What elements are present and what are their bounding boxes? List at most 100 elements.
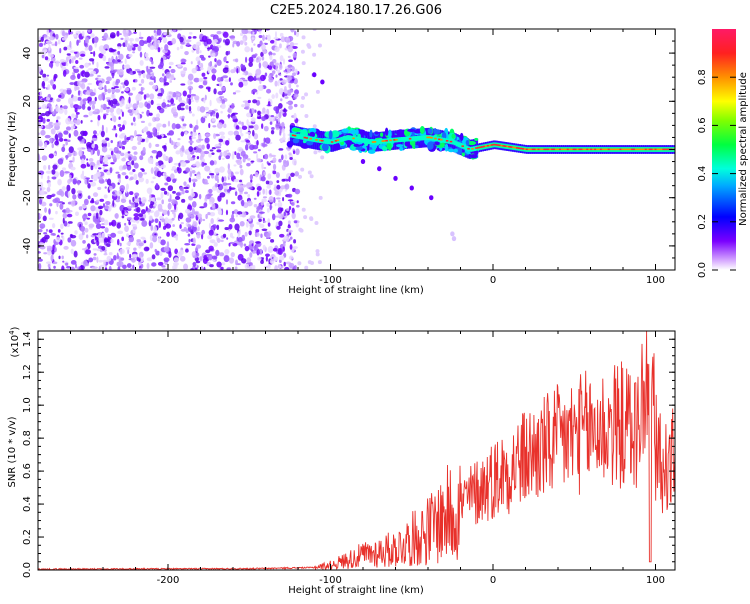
signal-peak-cell — [309, 137, 312, 140]
noise-cell — [187, 73, 194, 81]
noise-cell — [132, 70, 137, 75]
signal-core-cell — [387, 138, 391, 144]
noise-cell — [42, 165, 47, 170]
noise-cell — [86, 234, 89, 239]
noise-cell — [128, 199, 132, 204]
noise-cell — [182, 123, 187, 127]
signal-core-cell — [397, 137, 401, 143]
noise-cell — [122, 120, 127, 126]
noise-cell — [66, 265, 71, 269]
noise-cell — [109, 107, 114, 114]
noise-cell — [149, 45, 155, 50]
signal-peak-cell — [603, 148, 607, 151]
spectrogram-x-label: Height of straight line (km) — [288, 285, 424, 296]
noise-cell — [196, 50, 200, 54]
y-tick-label: 0 — [22, 146, 33, 152]
signal-peak-cell — [373, 141, 377, 143]
noise-cell — [106, 243, 111, 247]
noise-cell — [187, 214, 194, 217]
signal-core-cell — [377, 139, 381, 145]
noise-cell — [191, 169, 196, 174]
noise-cell — [102, 55, 107, 62]
noise-cell — [66, 87, 72, 90]
noise-cell — [279, 32, 284, 37]
noise-cell — [210, 217, 214, 225]
signal-blob — [317, 132, 325, 136]
noise-cell — [55, 119, 59, 123]
noise-cell — [224, 226, 230, 231]
noise-cell — [138, 83, 142, 86]
signal-core-cell — [326, 139, 330, 145]
noise-cell — [222, 157, 225, 160]
signal-peak-cell — [658, 148, 661, 151]
noise-cell — [203, 97, 206, 104]
noise-cell — [241, 258, 247, 264]
noise-cell — [223, 39, 226, 43]
noise-cell — [176, 104, 182, 111]
noise-cell — [175, 235, 179, 241]
noise-cell — [111, 191, 115, 195]
noise-cell — [110, 93, 116, 100]
noise-cell — [217, 195, 222, 202]
signal-peak-cell — [572, 148, 576, 151]
noise-cell — [84, 62, 90, 68]
noise-cell — [198, 84, 204, 89]
noise-cell — [85, 249, 91, 255]
noise-cell — [304, 114, 309, 119]
noise-cell — [301, 61, 306, 66]
colorbar-ticks: 0.00.20.40.60.8 — [697, 69, 736, 278]
noise-cell — [78, 149, 83, 157]
noise-cell — [172, 178, 177, 184]
snr-y-multiplier: (x104) — [8, 326, 21, 357]
signal-blob — [426, 141, 434, 150]
signal-blob — [433, 127, 437, 135]
noise-cell — [287, 193, 293, 198]
noise-cell — [87, 82, 93, 86]
noise-cell — [133, 216, 140, 221]
noise-cell — [56, 98, 61, 103]
noise-cell — [245, 131, 251, 135]
signal-peak-cell — [664, 148, 667, 151]
noise-cell — [292, 150, 296, 155]
signal-core-cell — [338, 137, 342, 143]
noise-cell — [52, 261, 58, 265]
noise-cell — [156, 135, 162, 139]
signal-peak-cell — [660, 148, 663, 151]
noise-cell — [138, 213, 144, 217]
signal-core-cell — [451, 139, 455, 145]
noise-cell — [149, 193, 152, 201]
noise-cell — [124, 36, 130, 42]
noise-cell — [289, 244, 293, 250]
noise-cell — [85, 91, 91, 95]
signal-peak-cell — [636, 148, 640, 151]
noise-cell — [250, 160, 255, 163]
noise-cell — [256, 158, 262, 163]
noise-cell — [184, 208, 191, 214]
signal-core-cell — [420, 135, 424, 141]
signal-peak-cell — [656, 148, 659, 151]
signal-core-cell — [323, 138, 327, 144]
signal-peak-cell — [666, 148, 669, 151]
noise-cell — [283, 235, 290, 242]
noise-cell — [275, 64, 278, 72]
noise-cell — [287, 91, 292, 96]
noise-cell — [176, 166, 180, 171]
noise-cell — [69, 160, 73, 163]
noise-cell — [118, 53, 124, 60]
noise-cell — [92, 248, 98, 251]
noise-cell — [173, 211, 176, 219]
noise-cell — [40, 201, 47, 207]
noise-cell — [122, 264, 127, 270]
noise-cell — [57, 39, 61, 45]
signal-core-cell — [369, 139, 373, 145]
noise-cell — [65, 207, 70, 214]
noise-cell — [271, 70, 276, 75]
noise-cell — [120, 91, 124, 94]
noise-cell — [187, 233, 191, 237]
noise-cell — [269, 39, 275, 44]
noise-cell — [125, 246, 131, 250]
noise-cell — [69, 82, 75, 85]
noise-cell — [121, 124, 125, 131]
